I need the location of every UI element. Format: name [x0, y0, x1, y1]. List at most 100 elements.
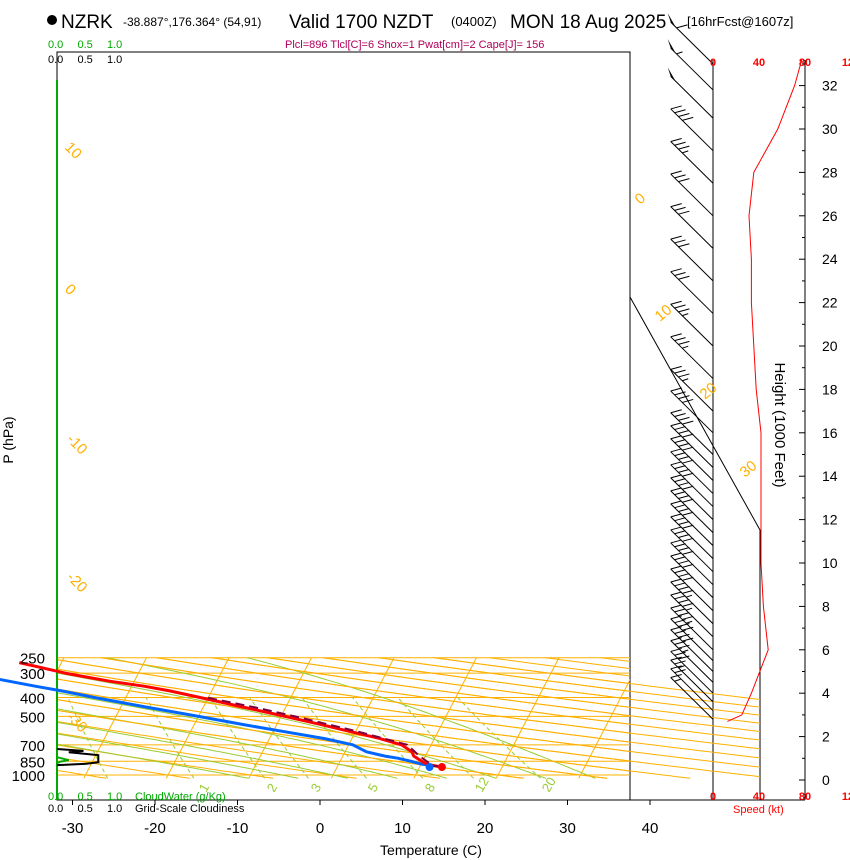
wind-barb-half-feather — [678, 665, 685, 669]
wind-barb-feather — [670, 422, 682, 427]
wind-barb-feather — [682, 602, 694, 607]
wind-barb-feather — [674, 595, 686, 600]
dry-adiabat-line — [545, 657, 630, 670]
wind-barb — [670, 170, 714, 217]
wind-barb-staff — [670, 412, 714, 455]
wind-barb — [670, 461, 714, 507]
height-tick-label: 16 — [822, 425, 838, 441]
wind-barb — [670, 604, 714, 651]
wind-barb-feather — [674, 272, 686, 276]
wind-barb-staff — [670, 677, 714, 720]
wind-barb-half-feather — [682, 313, 689, 317]
isotherm-line — [165, 657, 230, 779]
surface-temperature-point — [437, 763, 446, 772]
dry-adiabat-line — [267, 657, 630, 708]
wind-barb-staff — [670, 618, 714, 662]
wind-barb-staff — [670, 390, 714, 434]
wind-barb — [670, 513, 714, 560]
wind-barb-feather — [670, 105, 682, 110]
utc-time: (0400Z) — [451, 14, 497, 29]
height-tick-label: 10 — [822, 555, 838, 571]
wind-barb-feather — [682, 576, 694, 581]
mixing-ratio-line — [301, 697, 367, 779]
mixing-ratio-line — [67, 697, 109, 779]
wind-barb-feather — [674, 413, 686, 418]
dry-adiabat-ext — [101, 657, 760, 779]
wind-barb — [670, 365, 714, 412]
wind-barb — [670, 448, 714, 494]
wind-barb-staff — [670, 438, 714, 481]
wind-barb-feather — [678, 468, 690, 473]
dry-adiabat-line — [57, 732, 357, 779]
wind-speed-axis-title: Speed (kt) — [733, 804, 784, 816]
wind-barb-staff — [670, 76, 714, 119]
wind-barb-feather — [674, 608, 686, 613]
wind-barb-staff — [670, 173, 714, 217]
cloudiness-top-tick: 1.0 — [107, 54, 122, 66]
wind-barb-feather — [670, 203, 682, 208]
wind-barb-feather — [682, 446, 694, 451]
cloudwater-top-tick: 1.0 — [107, 39, 122, 51]
height-tick-label: 4 — [822, 685, 830, 701]
wind-barb-feather — [678, 210, 690, 215]
dry-adiabat-label: -10 — [63, 431, 90, 458]
wind-barb-feather — [670, 656, 682, 661]
wind-barb-half-feather — [682, 649, 689, 653]
wind-barb-staff — [670, 47, 714, 91]
cloudiness-top-tick: 0.5 — [78, 54, 93, 66]
wind-barb — [670, 539, 714, 586]
wind-speed-top-tick: 40 — [753, 57, 765, 69]
dry-adiabat-label: -30 — [63, 709, 90, 736]
wind-barb — [670, 268, 714, 314]
wind-barb-flag — [667, 13, 676, 27]
moist-adiabat-line — [57, 733, 299, 779]
wind-barb — [670, 578, 714, 625]
dry-adiabat-label: 0 — [632, 190, 649, 208]
wind-barb-feather — [678, 507, 690, 512]
mixing-ratio-label: 20 — [539, 774, 559, 794]
height-tick-label: 26 — [822, 208, 838, 224]
wind-barb-staff — [670, 368, 714, 412]
pressure-tick-label: 500 — [20, 709, 45, 726]
wind-barb-feather — [682, 485, 694, 490]
dry-adiabat-ext — [57, 657, 760, 779]
wind-barb-staff — [670, 238, 714, 282]
wind-barb-feather — [670, 674, 682, 678]
wind-barb — [670, 552, 714, 599]
wind-barb-half-feather — [685, 594, 693, 598]
wind-barb — [667, 67, 714, 119]
wind-barb-staff — [670, 141, 714, 184]
wind-barb-feather — [674, 669, 686, 674]
wind-barb-feather — [674, 504, 686, 509]
wind-barb-feather — [670, 235, 682, 240]
wind-barb-feather — [682, 550, 694, 555]
dry-adiabat-line — [656, 658, 850, 779]
wind-barb — [670, 674, 714, 720]
wind-barb-half-feather — [685, 620, 693, 624]
cloudiness-bottom-tick: 0.0 — [48, 803, 63, 815]
wind-barb — [670, 565, 714, 612]
dry-adiabat-ext — [323, 657, 760, 779]
height-tick-label: 8 — [822, 598, 830, 614]
pressure-tick-label: 300 — [20, 666, 45, 683]
wind-barb — [670, 435, 714, 481]
cloudiness-top-tick: 0.0 — [48, 54, 63, 66]
wind-barb-feather — [674, 391, 686, 396]
wind-barb-feather — [682, 563, 694, 568]
pressure-tick-label: 400 — [20, 690, 45, 707]
wind-barb-feather — [678, 481, 690, 486]
pressure-tick-label: 1000 — [12, 768, 45, 785]
wind-speed-bottom-tick: 40 — [753, 791, 765, 803]
wind-barb-half-feather — [682, 150, 689, 154]
pressure-tick-label: 250 — [20, 651, 45, 668]
wind-barb-staff — [670, 503, 714, 546]
cloudwater-top-tick: 0.5 — [78, 39, 93, 51]
wind-barb-feather — [678, 429, 690, 434]
height-tick-label: 12 — [822, 512, 838, 528]
wind-barb — [670, 526, 714, 573]
pressure-tick-label: 850 — [20, 754, 45, 771]
wind-barb-feather — [678, 547, 690, 552]
wind-barb-flag — [667, 39, 676, 53]
wind-barb-staff — [670, 529, 714, 573]
x-tick-label: 40 — [642, 820, 659, 837]
